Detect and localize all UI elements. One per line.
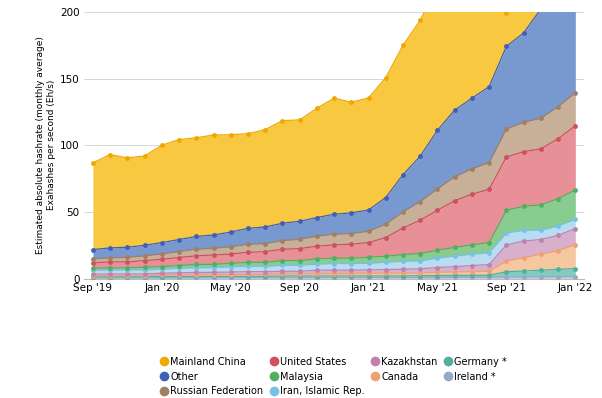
Legend: Mainland China, Other, Russian Federation, United States, Malaysia, Iran, Islami: Mainland China, Other, Russian Federatio…	[158, 353, 510, 398]
Y-axis label: Estimated absolute hashrate (monthly average)
Exahashes per second (Eh/s): Estimated absolute hashrate (monthly ave…	[36, 36, 55, 254]
